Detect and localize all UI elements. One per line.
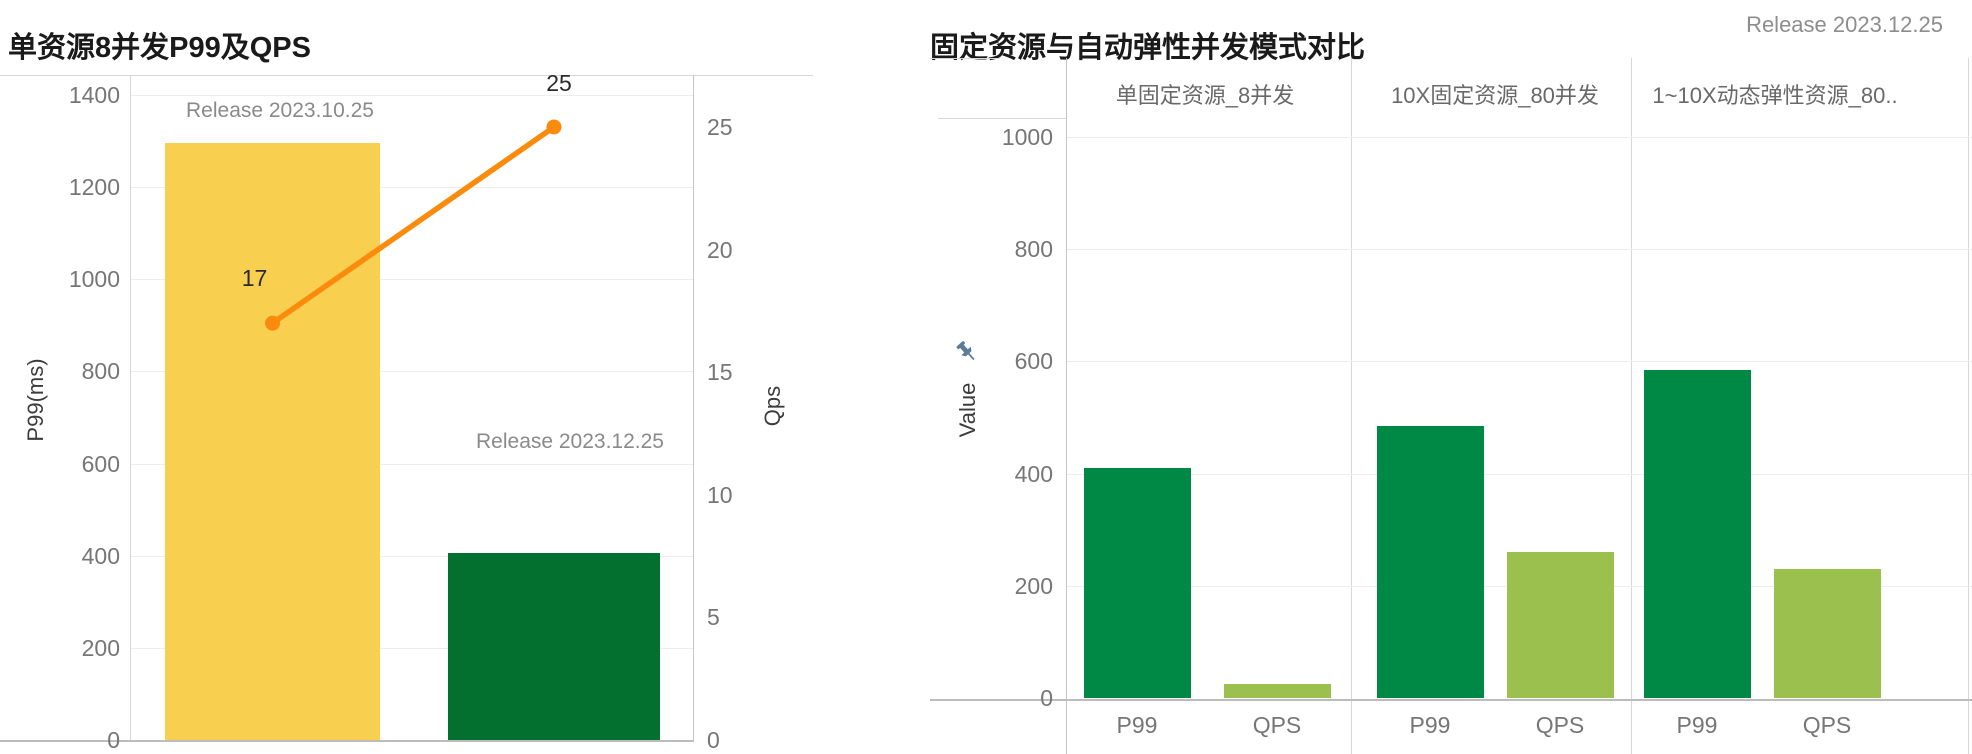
pane-divider bbox=[1968, 58, 1969, 754]
qps-bar-group-1[interactable] bbox=[1223, 683, 1331, 698]
qps-tick-label: 5 bbox=[707, 604, 720, 631]
p99-axis-title: P99(ms) bbox=[23, 358, 48, 442]
value-axis-line bbox=[1066, 58, 1067, 754]
x-axis-label-p99: P99 bbox=[1676, 712, 1718, 738]
x-axis-label-qps: QPS bbox=[1802, 712, 1852, 738]
p99-tick-label: 800 bbox=[81, 358, 120, 385]
p99-tick-label: 1000 bbox=[68, 266, 120, 293]
p99-tick-label: 600 bbox=[81, 450, 120, 477]
p99-tick-label: 1200 bbox=[68, 174, 120, 201]
qps-point-label: 17 bbox=[241, 265, 268, 292]
qps-bar-group-2[interactable] bbox=[1506, 552, 1614, 698]
p99-tick-label: 0 bbox=[107, 727, 120, 753]
column-header-group-2: 10X固定资源_80并发 bbox=[1391, 83, 1599, 108]
left-chart-gridline bbox=[131, 555, 693, 557]
right-chart-title: 固定资源与自动弹性并发模式对比 bbox=[930, 32, 1366, 65]
qps-bar-group-3[interactable] bbox=[1773, 568, 1881, 698]
column-header-group-1: 单固定资源_8并发 bbox=[1115, 83, 1295, 108]
p99-bar-release-2023-12-25[interactable] bbox=[448, 553, 660, 740]
left-chart-gridline bbox=[131, 187, 693, 189]
pane-divider bbox=[1351, 58, 1352, 754]
p99-bar-group-2[interactable] bbox=[1376, 425, 1484, 698]
left-chart-gridline bbox=[131, 463, 693, 465]
left-chart-top-border bbox=[0, 75, 813, 76]
qps-tick-label: 20 bbox=[707, 236, 733, 263]
right-chart-gridline bbox=[1067, 137, 1972, 138]
x-axis-label-qps: QPS bbox=[1252, 712, 1302, 738]
release-annotation: Release 2023.12.25 bbox=[476, 430, 664, 453]
right-chart-gridline bbox=[1067, 473, 1972, 475]
qps-line-series bbox=[265, 119, 562, 331]
qps-tick-label: 0 bbox=[707, 727, 720, 753]
left-chart-title: 单资源8并发P99及QPS bbox=[8, 32, 311, 65]
right-chart-gridline bbox=[1067, 249, 1972, 251]
qps-tick-label: 10 bbox=[707, 481, 733, 508]
p99-bar-group-3[interactable] bbox=[1643, 369, 1751, 698]
qps-line-point[interactable] bbox=[265, 315, 280, 331]
x-axis-label-p99: P99 bbox=[1409, 712, 1451, 738]
value-tick-label: 200 bbox=[1014, 572, 1053, 599]
value-tick-label: 0 bbox=[1040, 685, 1053, 711]
value-tick-label: 600 bbox=[1014, 348, 1053, 375]
p99-bar-release-2023-10-25[interactable] bbox=[165, 143, 380, 740]
right-chart-gridline bbox=[1067, 361, 1972, 363]
x-axis-label-qps: QPS bbox=[1535, 712, 1585, 738]
value-axis-title: Value bbox=[955, 382, 980, 438]
p99-bar-group-1[interactable] bbox=[1083, 467, 1191, 698]
qps-tick-label: 15 bbox=[707, 359, 733, 386]
left-plot-left-border bbox=[130, 75, 131, 742]
qps-point-label: 25 bbox=[546, 70, 572, 96]
x-axis-label-p99: P99 bbox=[1116, 712, 1158, 738]
left-chart-gridline bbox=[131, 647, 693, 649]
qps-axis-line bbox=[693, 75, 694, 742]
right-chart-release-subtitle: Release 2023.12.25 bbox=[1746, 12, 1943, 37]
value-tick-label: 800 bbox=[1014, 236, 1053, 263]
right-chart-corner-border bbox=[930, 58, 1000, 59]
p99-tick-label: 1400 bbox=[68, 82, 120, 108]
value-axis-top-border bbox=[938, 118, 1066, 119]
p99-tick-label: 200 bbox=[81, 634, 120, 661]
qps-line-point[interactable] bbox=[546, 119, 562, 135]
left-chart-x-axis-line bbox=[0, 740, 693, 742]
qps-line bbox=[269, 124, 557, 326]
qps-tick-label: 25 bbox=[707, 114, 733, 140]
pushpin-icon[interactable] bbox=[953, 338, 981, 366]
value-tick-label: 400 bbox=[1014, 460, 1053, 487]
column-header-group-3: 1~10X动态弹性资源_80.. bbox=[1652, 83, 1898, 108]
left-chart-gridline bbox=[131, 371, 693, 373]
pane-divider bbox=[1631, 58, 1632, 754]
qps-axis-title: Qps bbox=[760, 385, 785, 427]
left-chart-gridline bbox=[131, 95, 693, 96]
right-chart-x-axis-line bbox=[930, 699, 1972, 701]
p99-tick-label: 400 bbox=[81, 542, 120, 569]
left-chart-gridline bbox=[131, 279, 693, 281]
value-tick-label: 1000 bbox=[1001, 124, 1053, 150]
release-annotation: Release 2023.10.25 bbox=[186, 99, 374, 122]
